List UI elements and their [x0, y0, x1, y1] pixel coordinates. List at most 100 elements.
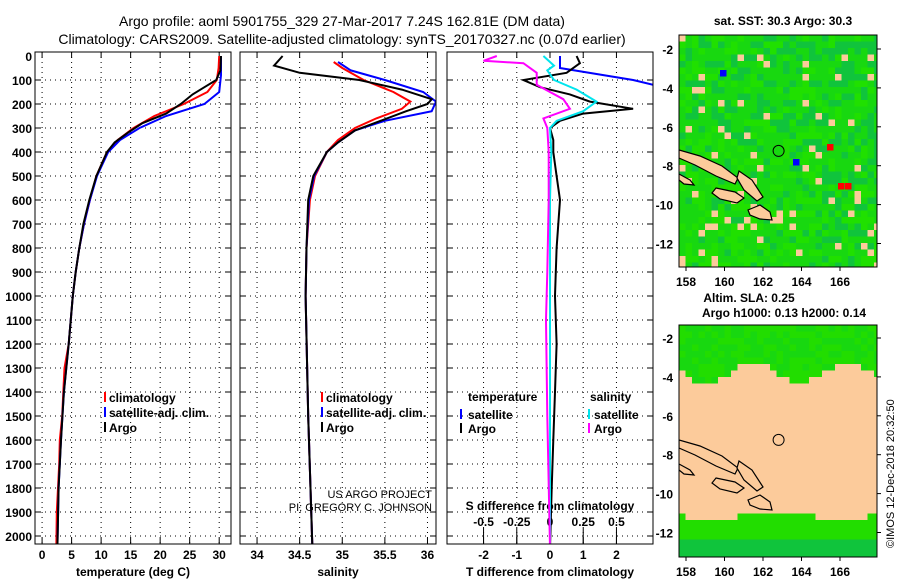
map-cell [731, 448, 738, 456]
map-cell [822, 435, 829, 443]
map-frame [678, 324, 878, 558]
map-cell [861, 416, 868, 423]
map-cell [698, 370, 706, 378]
map-cell [731, 377, 738, 384]
map-cell [802, 429, 810, 436]
map-cell [815, 526, 823, 534]
map-cell [802, 191, 810, 198]
y-tick-label: 1500 [5, 410, 32, 424]
map-cell [757, 448, 764, 456]
map-cell [679, 262, 686, 267]
map-cell [744, 67, 751, 75]
map-cell [750, 48, 758, 55]
map-cell [776, 210, 784, 218]
map-cell [802, 113, 810, 120]
map-cell [841, 178, 849, 185]
map-cell [835, 494, 842, 501]
map-cell [854, 552, 862, 557]
map-cell [679, 223, 686, 231]
map-cell [711, 230, 719, 237]
y-tick-label: 300 [12, 122, 32, 136]
map-cell [731, 119, 738, 127]
map-cell [822, 383, 829, 391]
map-cell [874, 243, 877, 250]
map-cell [679, 106, 686, 114]
map-cell [757, 429, 764, 436]
map-cell [744, 435, 751, 443]
map-cell [867, 396, 875, 404]
map-cell [809, 357, 816, 365]
map-cell [796, 377, 803, 384]
map-cell [874, 461, 877, 469]
map-cell [718, 197, 725, 205]
map-cell [757, 357, 764, 365]
map-cell [835, 197, 842, 205]
map-cell [835, 74, 842, 81]
map-cell [867, 377, 875, 384]
map-cell [848, 507, 855, 514]
map-cell [718, 236, 725, 244]
map-cell [822, 223, 829, 231]
map-cell [692, 41, 699, 49]
map-cell [724, 416, 732, 423]
map-cell [822, 48, 829, 55]
map-cell [724, 80, 732, 88]
map-cell [692, 48, 699, 55]
map-cell [809, 61, 816, 68]
map-cell [698, 377, 706, 384]
map-cell [802, 409, 810, 417]
map-cell [731, 204, 738, 211]
map-cell [763, 217, 771, 224]
map-cell [809, 520, 816, 527]
map-cell [796, 106, 803, 114]
map-y-tick-label: -2 [662, 332, 673, 346]
map-cell [854, 48, 862, 55]
map-cell [835, 54, 842, 62]
map-cell [789, 364, 797, 371]
map-cell [822, 243, 829, 250]
map-cell [783, 165, 790, 172]
map-cell [763, 106, 771, 114]
map-cell [750, 396, 758, 404]
map-cell [679, 126, 686, 133]
map-cell [783, 67, 790, 75]
map-cell [783, 74, 790, 81]
map-cell [692, 396, 699, 404]
map-cell [835, 48, 842, 55]
map-cell [744, 54, 751, 62]
map-cell [861, 41, 868, 49]
map-cell [757, 87, 764, 94]
map-cell [841, 210, 849, 218]
map-cell [750, 35, 758, 42]
map-cell [828, 152, 836, 159]
map-title: Altim. SLA: 0.25 [703, 291, 795, 305]
map-cell [724, 409, 732, 417]
map-cell [685, 191, 693, 198]
map-cell [744, 357, 751, 365]
map-cell [789, 422, 797, 430]
map-cell [809, 243, 816, 250]
map-cell [802, 533, 810, 540]
map-cell [854, 377, 862, 384]
map-cell [692, 210, 699, 218]
map-cell [679, 455, 686, 462]
map-cell [841, 93, 849, 101]
map-cell [861, 513, 868, 521]
map-cell [867, 191, 875, 198]
map-cell [776, 119, 784, 127]
map-cell [705, 106, 712, 114]
map-cell [776, 230, 784, 237]
map-cell [724, 54, 732, 62]
map-cell [731, 87, 738, 94]
map-cell [705, 468, 712, 475]
map-cell [711, 416, 719, 423]
map-cell [776, 256, 784, 263]
map-cell [802, 67, 810, 75]
map-cell [750, 113, 758, 120]
map-cell [809, 474, 816, 482]
map-cell [815, 165, 823, 172]
map-cell [789, 461, 797, 469]
map-cell [828, 520, 836, 527]
map-cell [841, 448, 849, 456]
map-cell [724, 474, 732, 482]
